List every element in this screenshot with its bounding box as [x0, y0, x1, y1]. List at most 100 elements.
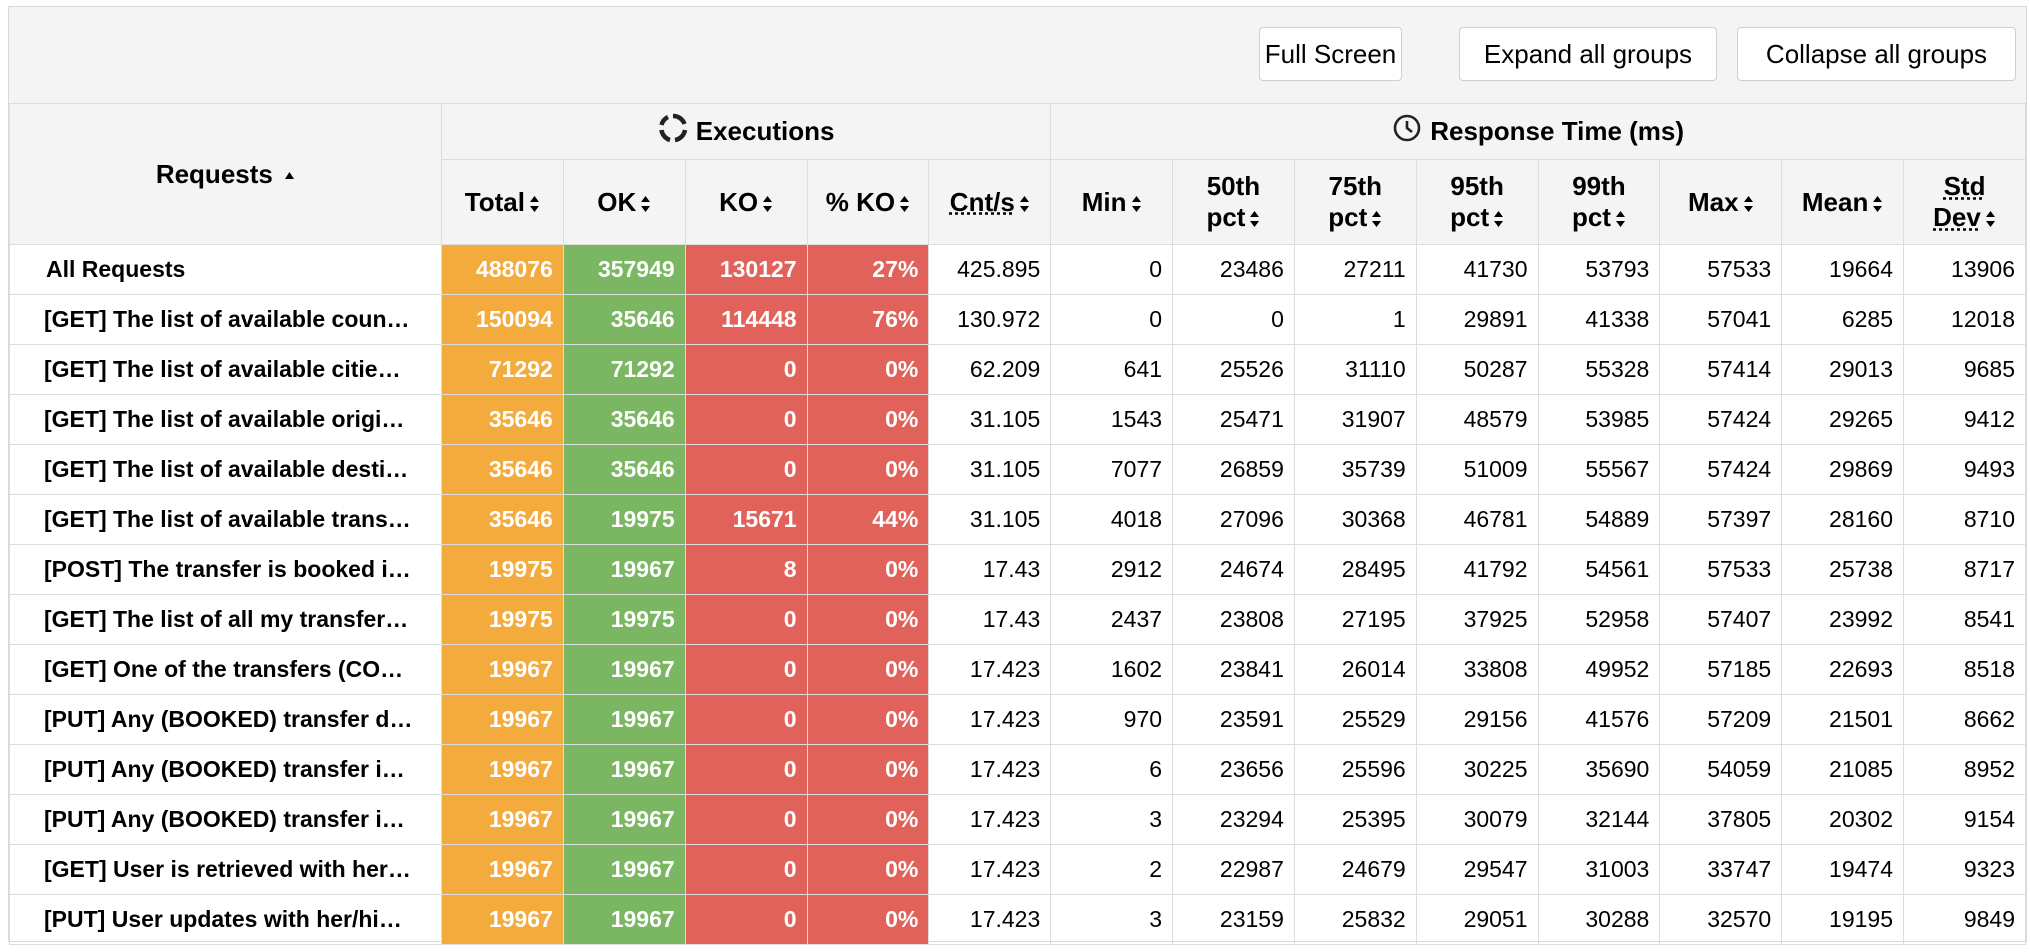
p95-cell: 37925 — [1415, 594, 1539, 645]
p75-column-header[interactable]: 75th pct — [1293, 159, 1417, 245]
mean-cell: 19664 — [1781, 244, 1905, 295]
request-name[interactable]: [GET] The list of available coun… — [9, 294, 442, 345]
p99-column-header[interactable]: 99th pct — [1537, 159, 1661, 245]
request-name[interactable]: [GET] The list of available citie… — [9, 344, 442, 395]
mean-column-header[interactable]: Mean — [1781, 159, 1905, 245]
max-cell: 57041 — [1659, 294, 1783, 345]
collapse-all-groups-button[interactable]: Collapse all groups — [1737, 27, 2016, 81]
mean-cell: 6285 — [1781, 294, 1905, 345]
total-header-label: Total — [464, 186, 525, 217]
max-cell: 57397 — [1659, 494, 1783, 545]
p99-cell: 55328 — [1537, 344, 1661, 395]
all-requests-row[interactable]: All Requests 488076 357949 130127 27% 425.895… — [9, 244, 2026, 295]
request-row[interactable]: [GET] The list of available trans… 35646 1… — [9, 494, 2026, 545]
std-header-line2: Dev — [1933, 202, 1981, 232]
request-name[interactable]: [GET] User is retrieved with her… — [9, 844, 442, 895]
ok-column-header[interactable]: OK — [562, 159, 686, 245]
p50-column-header[interactable]: 50th pct — [1172, 159, 1295, 245]
cnt-cell: 31.105 — [928, 444, 1052, 495]
pko-cell: 0% — [806, 544, 930, 595]
request-row[interactable]: [GET] User is retrieved with her… 19967 19… — [9, 844, 2026, 895]
request-name[interactable]: [POST] The transfer is booked i… — [9, 544, 442, 595]
ok-cell: 19967 — [562, 794, 686, 845]
cnt-cell: 31.105 — [928, 494, 1052, 545]
mean-header-label: Mean — [1801, 186, 1869, 217]
p99-header-line2: pct — [1571, 202, 1611, 232]
p50-cell: 22987 — [1172, 844, 1295, 895]
pko-cell: 44% — [806, 494, 930, 545]
request-name[interactable]: [GET] The list of all my transfer… — [9, 594, 442, 645]
total-cell: 19967 — [440, 744, 564, 795]
ko-column-header[interactable]: KO — [684, 159, 808, 245]
total-cell: 35646 — [440, 394, 564, 445]
request-row[interactable]: [PUT] User updates with her/hi… 19967 1996… — [9, 894, 2026, 945]
request-name[interactable]: [PUT] Any (BOOKED) transfer i… — [9, 744, 442, 795]
request-row[interactable]: [PUT] Any (BOOKED) transfer i… 19967 19967… — [9, 744, 2026, 795]
total-cell: 19967 — [440, 894, 564, 945]
min-column-header[interactable]: Min — [1050, 159, 1174, 245]
request-name[interactable]: [GET] One of the transfers (CO… — [9, 644, 442, 695]
pko-cell: 0% — [806, 444, 930, 495]
sort-icon — [1743, 195, 1754, 213]
executions-group-header: Executions — [440, 103, 1052, 160]
pko-column-header[interactable]: % KO — [806, 159, 930, 245]
max-column-header[interactable]: Max — [1659, 159, 1783, 245]
sort-icon — [1249, 210, 1260, 228]
p75-cell: 30368 — [1293, 494, 1417, 545]
request-row[interactable]: [POST] The transfer is booked i… 19975 199… — [9, 544, 2026, 595]
min-cell: 2912 — [1050, 544, 1174, 595]
p95-cell: 41730 — [1415, 244, 1539, 295]
p50-cell: 23486 — [1172, 244, 1295, 295]
request-row[interactable]: [PUT] Any (BOOKED) transfer i… 19967 19967… — [9, 794, 2026, 845]
stats-panel: Full Screen Expand all groups Collapse a… — [8, 6, 2027, 945]
total-cell: 35646 — [440, 444, 564, 495]
total-cell: 19967 — [440, 644, 564, 695]
p95-cell: 46781 — [1415, 494, 1539, 545]
request-name[interactable]: [PUT] Any (BOOKED) transfer i… — [9, 794, 442, 845]
total-column-header[interactable]: Total — [440, 159, 564, 245]
p75-cell: 1 — [1293, 294, 1417, 345]
total-cell: 71292 — [440, 344, 564, 395]
request-row[interactable]: [GET] The list of available desti… 35646 3… — [9, 444, 2026, 495]
requests-header[interactable]: Requests — [9, 103, 442, 245]
request-name[interactable]: [PUT] User updates with her/hi… — [9, 894, 442, 945]
min-cell: 2 — [1050, 844, 1174, 895]
p95-cell: 29051 — [1415, 894, 1539, 945]
sort-icon — [1019, 195, 1030, 213]
ko-cell: 114448 — [684, 294, 808, 345]
request-name[interactable]: [PUT] Any (BOOKED) transfer d… — [9, 694, 442, 745]
std-column-header[interactable]: Std Dev — [1903, 159, 2026, 245]
std-cell: 8717 — [1903, 544, 2026, 595]
request-row[interactable]: [GET] The list of available origi… 35646 3… — [9, 394, 2026, 445]
request-row[interactable]: [GET] The list of available coun… 150094 3… — [9, 294, 2026, 345]
total-cell: 19975 — [440, 594, 564, 645]
p95-cell: 29891 — [1415, 294, 1539, 345]
p95-header-line1: 95th — [1450, 171, 1504, 201]
total-cell: 19967 — [440, 694, 564, 745]
min-cell: 970 — [1050, 694, 1174, 745]
request-name[interactable]: All Requests — [9, 244, 442, 295]
mean-cell: 21501 — [1781, 694, 1905, 745]
full-screen-button[interactable]: Full Screen — [1259, 27, 1402, 81]
executions-label: Executions — [695, 116, 835, 146]
request-name[interactable]: [GET] The list of available origi… — [9, 394, 442, 445]
cnt-column-header[interactable]: Cnt/s — [928, 159, 1052, 245]
request-row[interactable]: [PUT] Any (BOOKED) transfer d… 19967 19967… — [9, 694, 2026, 745]
total-cell: 19967 — [440, 794, 564, 845]
request-row[interactable]: [GET] The list of all my transfer… 19975 1… — [9, 594, 2026, 645]
request-row[interactable]: [GET] One of the transfers (CO… 19967 1996… — [9, 644, 2026, 695]
ko-cell: 0 — [684, 344, 808, 395]
request-name[interactable]: [GET] The list of available trans… — [9, 494, 442, 545]
cnt-cell: 62.209 — [928, 344, 1052, 395]
expand-all-groups-button[interactable]: Expand all groups — [1459, 27, 1717, 81]
sort-icon — [1371, 210, 1382, 228]
p95-column-header[interactable]: 95th pct — [1415, 159, 1539, 245]
executions-icon — [658, 113, 688, 150]
request-row[interactable]: [GET] The list of available citie… 71292 7… — [9, 344, 2026, 395]
ok-cell: 19967 — [562, 544, 686, 595]
std-cell: 8662 — [1903, 694, 2026, 745]
cnt-cell: 130.972 — [928, 294, 1052, 345]
ko-cell: 0 — [684, 844, 808, 895]
p95-cell: 48579 — [1415, 394, 1539, 445]
request-name[interactable]: [GET] The list of available desti… — [9, 444, 442, 495]
